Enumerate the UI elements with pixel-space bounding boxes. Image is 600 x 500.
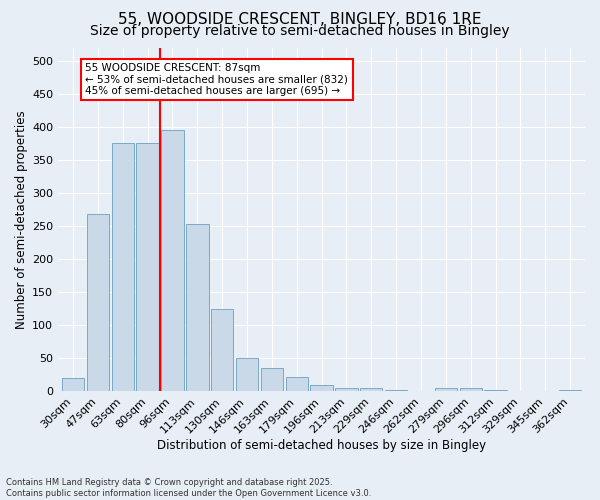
Text: Contains HM Land Registry data © Crown copyright and database right 2025.
Contai: Contains HM Land Registry data © Crown c… <box>6 478 371 498</box>
Bar <box>211 309 233 392</box>
Bar <box>87 214 109 392</box>
Bar <box>62 378 84 392</box>
Bar <box>161 130 184 392</box>
Bar <box>559 390 581 392</box>
Bar <box>136 143 159 392</box>
Bar <box>484 390 507 392</box>
Bar <box>186 224 209 392</box>
Bar <box>335 388 358 392</box>
Bar <box>310 385 333 392</box>
Bar <box>286 377 308 392</box>
Bar <box>434 388 457 392</box>
Bar <box>236 358 258 392</box>
Text: 55 WOODSIDE CRESCENT: 87sqm
← 53% of semi-detached houses are smaller (832)
45% : 55 WOODSIDE CRESCENT: 87sqm ← 53% of sem… <box>85 62 349 96</box>
Bar <box>112 143 134 392</box>
Text: Size of property relative to semi-detached houses in Bingley: Size of property relative to semi-detach… <box>90 24 510 38</box>
Text: 55, WOODSIDE CRESCENT, BINGLEY, BD16 1RE: 55, WOODSIDE CRESCENT, BINGLEY, BD16 1RE <box>118 12 482 28</box>
Bar <box>360 388 382 392</box>
Bar <box>534 391 556 392</box>
Bar <box>460 388 482 392</box>
Bar <box>385 390 407 392</box>
Bar <box>260 368 283 392</box>
Bar <box>509 391 532 392</box>
Y-axis label: Number of semi-detached properties: Number of semi-detached properties <box>15 110 28 329</box>
X-axis label: Distribution of semi-detached houses by size in Bingley: Distribution of semi-detached houses by … <box>157 440 486 452</box>
